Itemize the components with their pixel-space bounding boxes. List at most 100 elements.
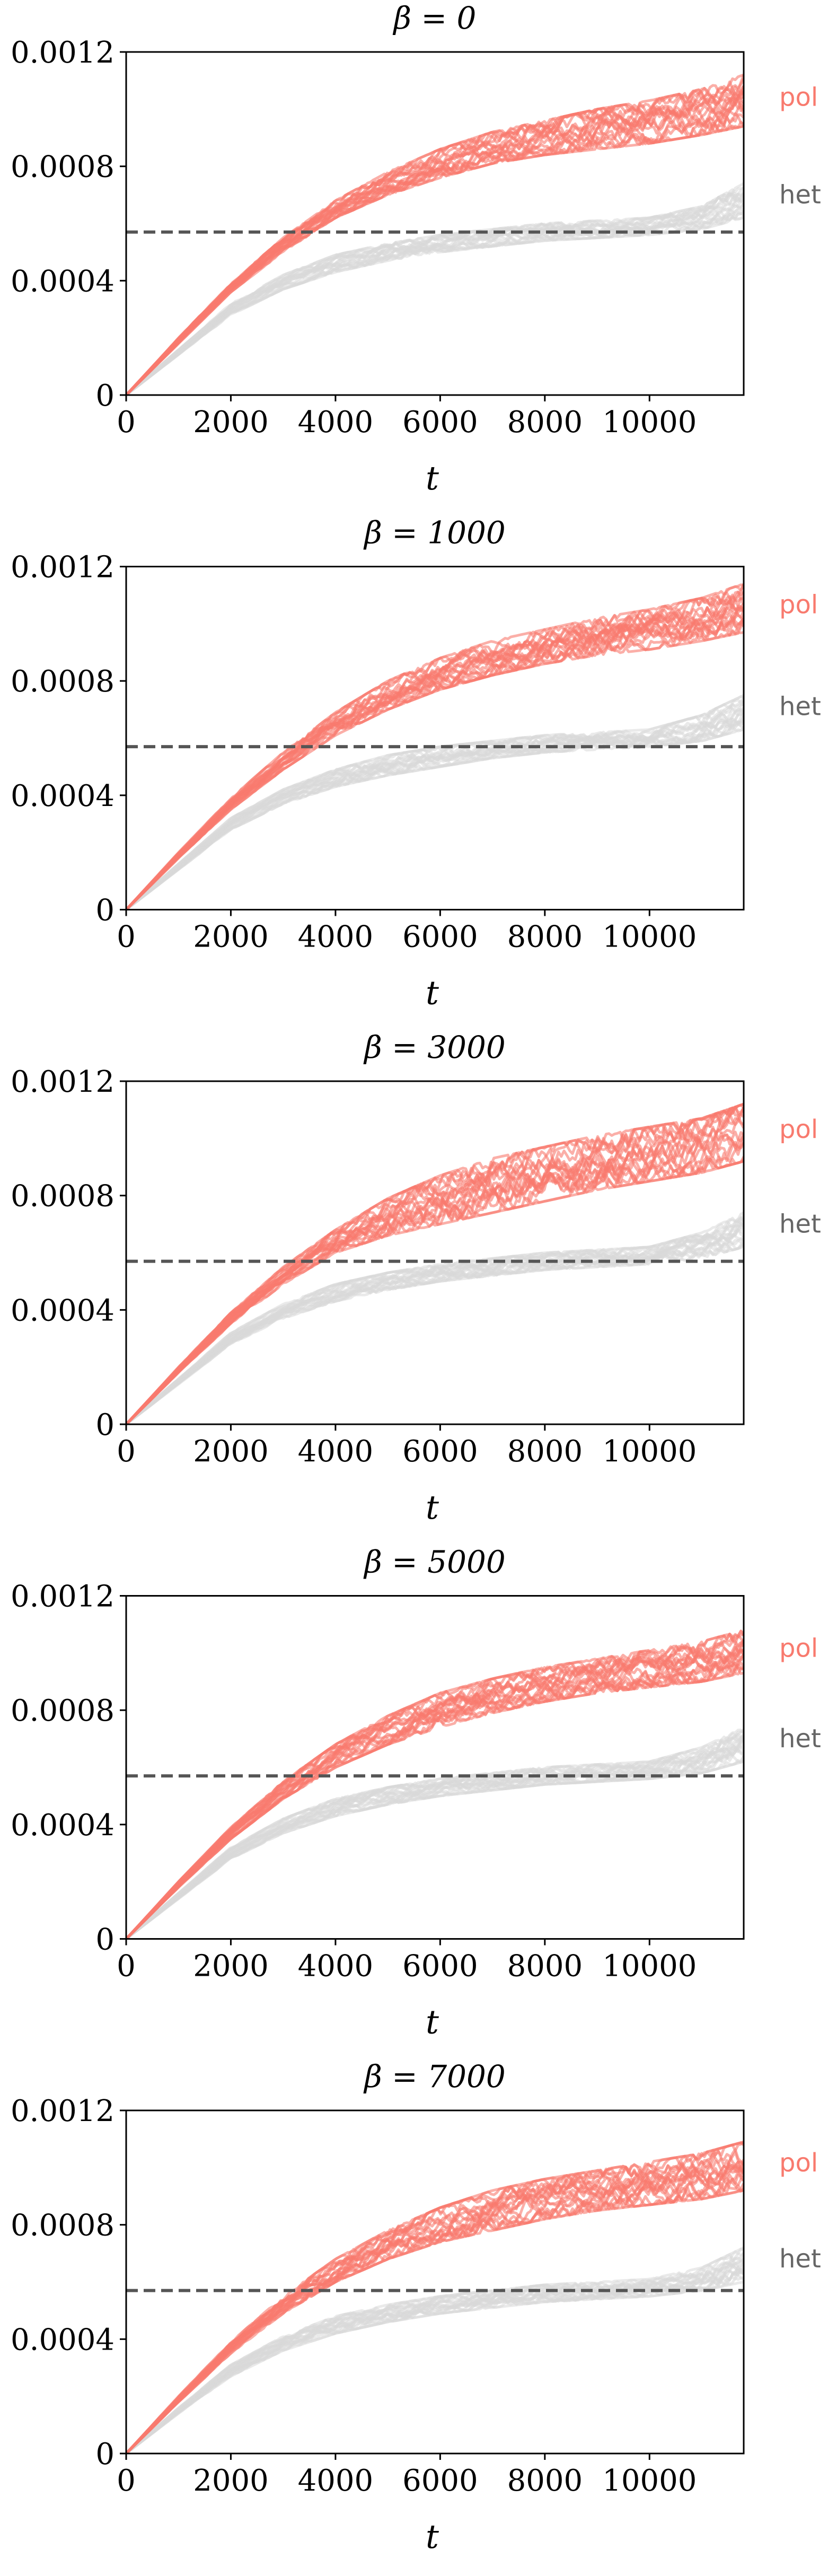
het-run-line xyxy=(126,2246,744,2454)
x-axis-label: t xyxy=(426,1488,439,1527)
y-tick-label: 0.0008 xyxy=(11,664,114,699)
series-label-pol: pol xyxy=(779,590,818,620)
y-tick-label: 0.0004 xyxy=(11,264,114,299)
x-tick-label: 4000 xyxy=(298,405,374,440)
y-tick-label: 0 xyxy=(95,2437,114,2472)
series-pol xyxy=(126,583,744,910)
series-pol xyxy=(126,1629,744,1939)
x-tick-label: 0 xyxy=(117,405,136,440)
x-tick-label: 10000 xyxy=(602,1434,697,1469)
x-tick-label: 6000 xyxy=(402,405,478,440)
panel-title: β = 5000 xyxy=(363,1544,506,1580)
x-tick-label: 8000 xyxy=(507,920,583,954)
x-tick-label: 2000 xyxy=(193,405,269,440)
axes-frame xyxy=(125,1595,745,1940)
series-het xyxy=(126,1728,744,1939)
x-tick-label: 10000 xyxy=(602,920,697,954)
x-tick-label: 0 xyxy=(117,1434,136,1469)
x-tick-label: 10000 xyxy=(602,2464,697,2498)
axes-frame xyxy=(125,51,745,396)
x-tick-label: 2000 xyxy=(193,2464,269,2498)
series-pol xyxy=(126,2140,744,2454)
series-label-het: het xyxy=(779,691,821,721)
series-group xyxy=(126,73,744,395)
y-tick-label: 0.0008 xyxy=(11,2209,114,2243)
series-het xyxy=(126,1211,744,1424)
het-run-line xyxy=(126,1211,744,1424)
pol-run-line xyxy=(126,1102,744,1424)
series-label-het: het xyxy=(779,2244,821,2274)
axes-frame xyxy=(125,2109,745,2455)
panel-title: β = 1000 xyxy=(363,515,506,551)
pol-run-line xyxy=(126,110,744,395)
y-tick-label: 0.0008 xyxy=(11,1694,114,1728)
y-tick-label: 0.0012 xyxy=(11,1580,114,1614)
x-tick-label: 6000 xyxy=(402,2464,478,2498)
y-tick-label: 0.0012 xyxy=(11,2094,114,2128)
series-label-pol: pol xyxy=(779,2148,818,2178)
series-label-het: het xyxy=(779,1724,821,1754)
x-axis-label: t xyxy=(426,2517,439,2556)
y-tick-label: 0.0008 xyxy=(11,150,114,185)
het-run-line xyxy=(126,1218,744,1424)
x-tick-label: 0 xyxy=(117,920,136,954)
y-tick-label: 0 xyxy=(95,379,114,413)
panel-2: β = 3000 het pol 0 2000 4000 6000 8000 10000 0 0.0… xyxy=(11,1029,821,1527)
series-label-het: het xyxy=(779,180,821,209)
pol-run-line xyxy=(126,85,744,395)
het-run-line xyxy=(126,1733,744,1939)
pol-run-line xyxy=(126,2140,744,2454)
y-tick-label: 0.0012 xyxy=(11,1065,114,1099)
het-run-line xyxy=(126,695,744,910)
series-label-pol: pol xyxy=(779,1634,818,1663)
y-tick-label: 0.0012 xyxy=(11,36,114,70)
axes-frame xyxy=(125,1080,745,1425)
x-tick-label: 2000 xyxy=(193,1949,269,1984)
x-tick-label: 10000 xyxy=(602,405,697,440)
series-pol xyxy=(126,73,744,395)
y-tick-label: 0.0004 xyxy=(11,2323,114,2357)
series-group xyxy=(126,2140,744,2454)
x-tick-label: 10000 xyxy=(602,1949,697,1984)
het-run-line xyxy=(126,186,744,395)
y-tick-label: 0.0004 xyxy=(11,779,114,813)
het-run-line xyxy=(126,1732,744,1939)
het-run-line xyxy=(126,1730,744,1939)
x-tick-label: 2000 xyxy=(193,920,269,954)
panel-3: β = 5000 het pol 0 2000 4000 6000 8000 10000 0 0.0… xyxy=(11,1544,821,2041)
axes-frame xyxy=(125,566,745,910)
y-tick-label: 0.0004 xyxy=(11,1808,114,1843)
x-tick-label: 4000 xyxy=(298,1434,374,1469)
series-het xyxy=(126,2246,744,2454)
y-tick-label: 0 xyxy=(95,893,114,928)
series-het xyxy=(126,694,744,910)
panel-title: β = 3000 xyxy=(363,1029,506,1065)
x-axis-label: t xyxy=(426,2003,439,2041)
x-axis-label: t xyxy=(426,459,439,497)
series-group xyxy=(126,1102,744,1424)
x-tick-label: 8000 xyxy=(507,1949,583,1984)
panel-title: β = 7000 xyxy=(363,2058,506,2095)
x-tick-label: 0 xyxy=(117,2464,136,2498)
x-tick-label: 6000 xyxy=(402,1949,478,1984)
x-tick-label: 8000 xyxy=(507,1434,583,1469)
series-label-het: het xyxy=(779,1209,821,1239)
series-pol xyxy=(126,1102,744,1424)
pol-run-line xyxy=(126,583,744,910)
het-run-line xyxy=(126,1228,744,1424)
series-label-pol: pol xyxy=(779,83,818,112)
x-axis-label: t xyxy=(426,974,439,1012)
y-tick-label: 0.0004 xyxy=(11,1293,114,1328)
x-tick-label: 4000 xyxy=(298,2464,374,2498)
x-tick-label: 0 xyxy=(117,1949,136,1984)
y-tick-label: 0.0012 xyxy=(11,550,114,585)
x-tick-label: 4000 xyxy=(298,1949,374,1984)
x-tick-label: 2000 xyxy=(193,1434,269,1469)
panel-0: β = 0 het pol 0 2000 4000 6000 8000 10000 0 0.0004… xyxy=(11,0,821,497)
panel-title: β = 0 xyxy=(393,0,477,36)
series-het xyxy=(126,182,744,395)
pol-run-line xyxy=(126,1157,744,1424)
series-label-pol: pol xyxy=(779,1115,818,1144)
y-tick-label: 0 xyxy=(95,1408,114,1442)
